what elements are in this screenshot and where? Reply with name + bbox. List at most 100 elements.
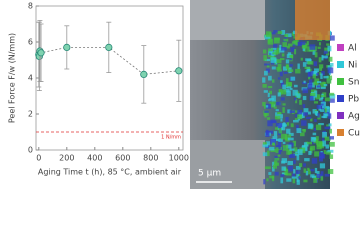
eds-pixel	[271, 66, 276, 70]
eds-pixel	[329, 94, 336, 99]
eds-pixel	[281, 133, 287, 140]
eds-pixel	[264, 166, 271, 170]
legend-label: Ag	[348, 112, 360, 122]
eds-pixel	[329, 141, 335, 147]
eds-pixel	[277, 154, 281, 157]
eds-pixel	[275, 147, 279, 153]
eds-pixel	[269, 175, 275, 179]
eds-pixel	[286, 144, 292, 149]
eds-pixel	[287, 109, 291, 114]
eds-pixel	[296, 124, 299, 131]
eds-pixel	[319, 152, 324, 159]
eds-pixel	[316, 104, 321, 109]
eds-pixel	[302, 62, 307, 67]
eds-pixel	[314, 101, 319, 104]
eds-pixel	[315, 136, 319, 141]
eds-pixel	[327, 45, 332, 52]
eds-pixel	[316, 144, 322, 150]
eds-pixel	[276, 66, 280, 71]
eds-pixel	[326, 79, 332, 84]
eds-pixel	[294, 49, 297, 55]
eds-pixel	[302, 104, 306, 108]
eds-pixel	[312, 74, 316, 79]
eds-pixel	[323, 50, 328, 54]
y-tick-label: 4	[28, 74, 33, 83]
eds-pixel	[316, 140, 319, 145]
eds-pixel	[270, 148, 277, 153]
eds-pixel	[317, 81, 322, 84]
eds-pixel	[286, 128, 291, 134]
eds-pixel	[324, 47, 330, 53]
eds-pixel	[292, 89, 298, 96]
eds-pixel	[278, 150, 282, 155]
eds-pixel	[320, 171, 324, 177]
eds-pixel	[314, 151, 320, 157]
eds-pixel	[328, 56, 333, 62]
eds-pixel	[273, 37, 280, 44]
eds-pixel	[272, 136, 278, 141]
eds-pixel	[314, 118, 317, 123]
eds-pixel	[266, 150, 270, 157]
eds-pixel	[293, 84, 298, 88]
eds-pixel	[311, 94, 317, 98]
eds-pixel	[281, 30, 286, 35]
eds-pixel	[281, 158, 288, 163]
eds-pixel	[288, 64, 293, 67]
eds-pixel	[279, 44, 282, 50]
eds-pixel	[265, 144, 269, 147]
eds-pixel	[282, 89, 287, 95]
eds-pixel	[304, 158, 310, 162]
legend-label: Cu	[348, 129, 360, 139]
eds-pixel	[292, 43, 296, 47]
eds-pixel	[281, 126, 286, 131]
eds-pixel	[322, 92, 327, 98]
y-axis-label: Peel Force F/w (N/mm)	[8, 33, 17, 123]
eds-pixel	[268, 146, 275, 151]
eds-pixel	[285, 59, 290, 64]
eds-pixel	[324, 126, 331, 130]
eds-pixel	[274, 127, 278, 130]
eds-pixel	[285, 78, 289, 84]
eds-pixel	[326, 43, 330, 46]
eds-pixel	[303, 179, 308, 183]
eds-pixel	[272, 79, 275, 83]
eds-pixel	[305, 170, 309, 176]
eds-pixel	[287, 86, 292, 89]
legend-swatch	[337, 129, 344, 136]
eds-pixel	[317, 140, 323, 147]
eds-pixel	[274, 157, 280, 161]
eds-pixel	[284, 169, 289, 176]
eds-pixel	[317, 46, 321, 49]
eds-pixel	[272, 166, 275, 172]
eds-pixel	[326, 124, 329, 127]
eds-pixel	[287, 52, 292, 56]
eds-pixel	[293, 169, 296, 174]
eds-pixel	[290, 123, 294, 128]
eds-pixel	[288, 154, 292, 158]
eds-pixel	[327, 169, 334, 175]
eds-pixel	[267, 38, 274, 45]
eds-pixel	[274, 171, 279, 176]
eds-pixel	[267, 85, 273, 89]
eds-pixel	[276, 59, 282, 64]
eds-pixel	[325, 144, 330, 149]
eds-pixel	[316, 173, 323, 179]
eds-pixel	[287, 137, 294, 141]
eds-pixel	[325, 151, 331, 155]
eds-pixel	[301, 120, 307, 126]
eds-pixel	[276, 47, 281, 54]
eds-pixel	[316, 73, 319, 76]
eds-pixel	[294, 110, 299, 113]
eds-pixel	[286, 178, 292, 182]
eds-pixel	[296, 93, 301, 98]
eds-pixel	[278, 89, 283, 95]
eds-pixel	[319, 155, 324, 162]
eds-pixel	[262, 77, 266, 83]
eds-pixel	[320, 73, 323, 79]
eds-pixel	[268, 172, 272, 175]
eds-pixel	[327, 149, 334, 153]
legend-label: Ni	[348, 61, 357, 71]
eds-pixel	[324, 107, 327, 113]
eds-pixel	[277, 69, 282, 72]
eds-pixel	[275, 145, 281, 150]
